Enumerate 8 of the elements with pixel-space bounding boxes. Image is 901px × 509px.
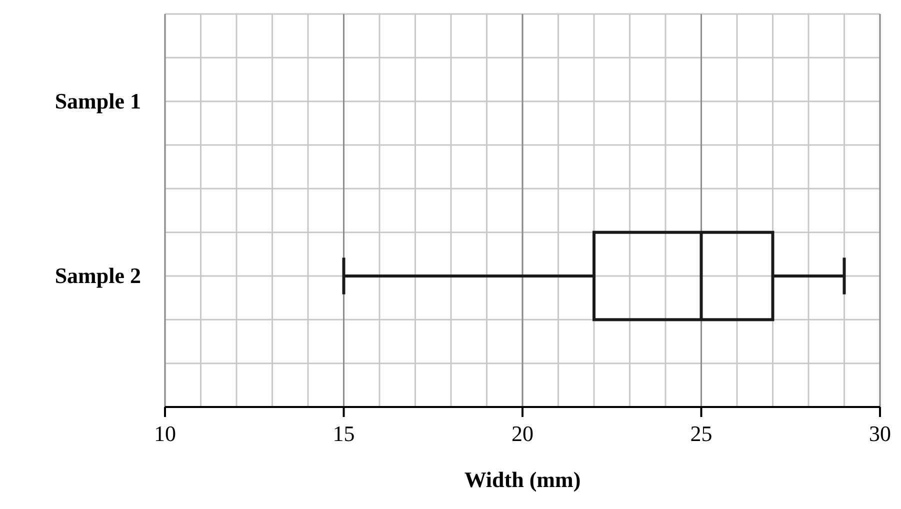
x-tick-label: 30 — [869, 421, 891, 446]
x-tick-label: 20 — [512, 421, 534, 446]
y-tick-label: Sample 1 — [54, 88, 141, 114]
x-tick-label: 10 — [154, 421, 176, 446]
y-tick-label: Sample 2 — [54, 263, 141, 288]
x-axis-title: Width (mm) — [464, 467, 581, 492]
x-tick-label: 15 — [332, 421, 355, 446]
x-tick-label: 25 — [690, 421, 712, 446]
